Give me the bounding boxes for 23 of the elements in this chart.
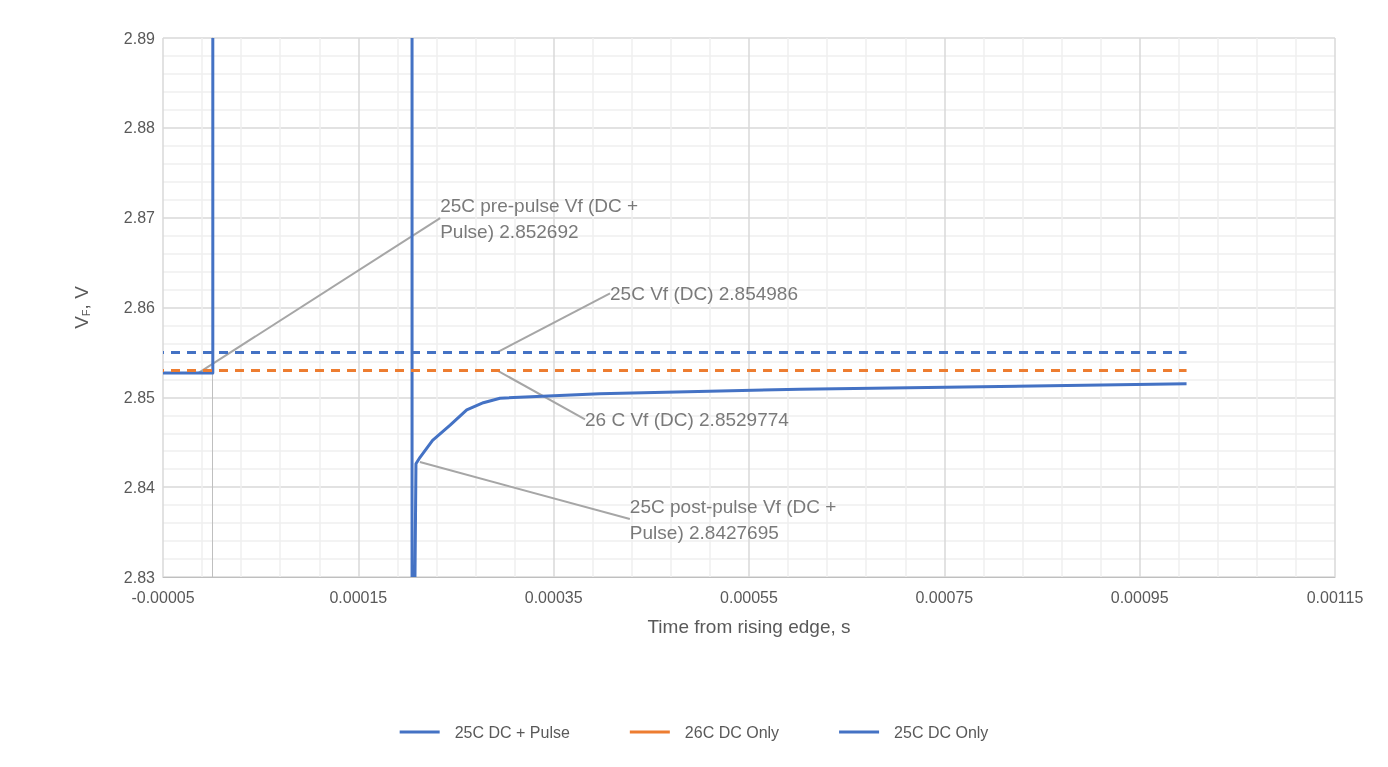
- y-tick-label: 2.83: [123, 568, 156, 586]
- x-tick-label: 0.00035: [524, 588, 583, 606]
- x-tick-label: 0.00055: [720, 588, 779, 606]
- legend-label: 25C DC + Pulse: [454, 723, 570, 741]
- legend-label: 25C DC Only: [894, 723, 989, 741]
- annotation: 25C pre-pulse Vf (DC + Pulse) 2.852692: [440, 194, 644, 242]
- annotation: 25C post-pulse Vf (DC + Pulse) 2.8427695: [629, 495, 842, 543]
- annotation: 26 C Vf (DC) 2.8529774: [585, 408, 790, 430]
- y-tick-label: 2.84: [123, 478, 156, 496]
- y-tick-label: 2.89: [123, 29, 156, 47]
- y-tick-label: 2.87: [123, 209, 156, 227]
- y-tick-label: 2.88: [123, 119, 156, 137]
- y-tick-label: 2.85: [123, 388, 156, 406]
- legend-label: 26C DC Only: [684, 723, 780, 741]
- y-tick-label: 2.86: [123, 299, 156, 316]
- y-axis-title: VF, V: [71, 285, 92, 329]
- x-tick-label: 0.00015: [329, 588, 388, 606]
- x-tick-label: 0.00075: [915, 588, 974, 606]
- x-axis-title: Time from rising edge, s: [647, 616, 851, 637]
- x-tick-label: 0.00115: [1306, 588, 1364, 606]
- annotation: 25C Vf (DC) 2.854986: [610, 282, 799, 304]
- x-tick-label: -0.00005: [131, 588, 195, 606]
- x-tick-label: 0.00095: [1110, 588, 1169, 606]
